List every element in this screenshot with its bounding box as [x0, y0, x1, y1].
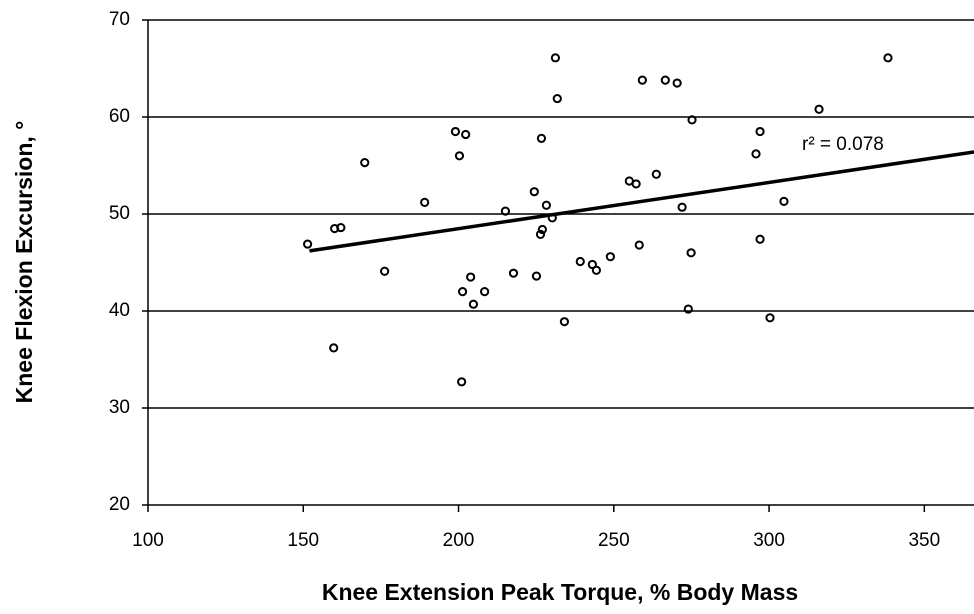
point: [329, 343, 339, 353]
point: [814, 104, 824, 114]
trendline: [309, 150, 974, 253]
point: [450, 126, 461, 137]
point: [529, 187, 539, 197]
x-tick-label: 300: [753, 530, 785, 551]
x-tick-label: 200: [443, 530, 475, 551]
point: [536, 133, 547, 143]
point: [552, 93, 562, 104]
point: [591, 265, 602, 275]
x-axis-title: Knee Extension Peak Torque, % Body Mass: [322, 579, 798, 605]
point: [531, 271, 542, 281]
point: [454, 151, 465, 161]
point: [637, 75, 647, 85]
point: [677, 202, 687, 212]
y-tick-label: 20: [109, 494, 130, 515]
y-tick-label: 40: [109, 300, 130, 321]
point: [651, 169, 661, 179]
point: [751, 149, 761, 159]
point: [686, 248, 696, 258]
point: [765, 313, 775, 323]
point: [360, 157, 370, 168]
point: [683, 304, 693, 314]
y-tick-label: 70: [109, 9, 130, 30]
point: [541, 200, 552, 210]
point: [559, 317, 570, 327]
y-tick-label: 50: [109, 203, 130, 224]
point: [336, 222, 346, 233]
point: [457, 287, 468, 297]
y-axis-title: Knee Flexion Excursion, °: [11, 121, 37, 404]
point: [468, 299, 479, 309]
annotation: r² = 0.078: [802, 134, 884, 155]
point: [550, 53, 561, 63]
point: [480, 287, 490, 297]
point: [508, 268, 519, 278]
point: [535, 229, 546, 239]
y-tick-label: 60: [109, 106, 130, 127]
point: [500, 206, 511, 216]
point: [303, 239, 313, 249]
point: [779, 196, 789, 206]
point: [587, 259, 597, 270]
point: [672, 78, 682, 88]
point: [883, 53, 893, 63]
point: [687, 115, 697, 125]
point: [461, 129, 471, 140]
x-tick-label: 100: [132, 530, 164, 551]
x-tick-label: 350: [908, 530, 940, 551]
point: [660, 75, 670, 85]
point: [537, 224, 547, 235]
point: [575, 256, 585, 267]
point: [605, 252, 615, 262]
point: [420, 197, 430, 207]
x-tick-label: 150: [287, 530, 319, 551]
y-tick-label: 30: [109, 397, 130, 418]
point: [755, 126, 765, 137]
point: [631, 179, 641, 189]
point: [380, 266, 390, 276]
point: [755, 234, 765, 244]
point: [634, 240, 644, 250]
point: [457, 377, 467, 387]
point: [466, 272, 476, 282]
x-tick-label: 250: [598, 530, 630, 551]
